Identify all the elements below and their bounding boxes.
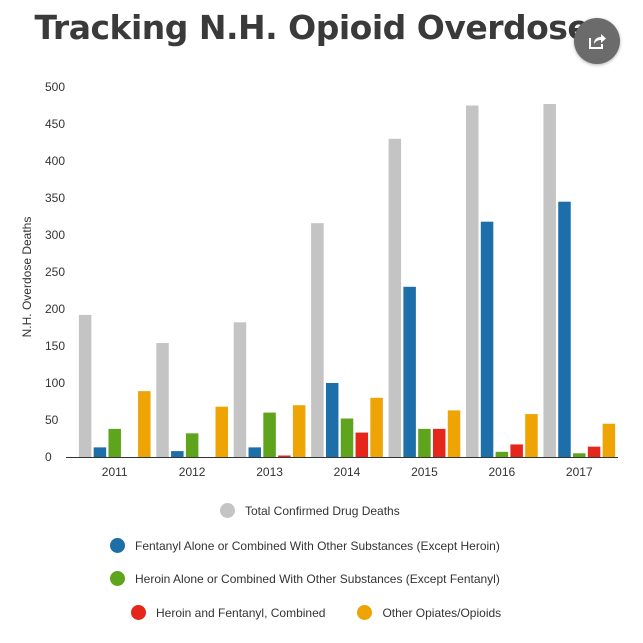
- bar: [233, 322, 247, 457]
- x-tick-label: 2014: [334, 465, 361, 479]
- bar: [602, 423, 616, 457]
- bar: [108, 428, 121, 457]
- legend-item-heroin-fentanyl[interactable]: Heroin and Fentanyl, Combined: [131, 605, 325, 620]
- legend-swatch-heroin-fentanyl: [131, 605, 146, 620]
- legend-label-total: Total Confirmed Drug Deaths: [245, 503, 400, 518]
- bar: [340, 418, 354, 457]
- x-tick-label: 2017: [566, 465, 593, 479]
- legend-swatch-heroin: [110, 571, 125, 586]
- legend-item-other-opiates[interactable]: Other Opiates/Opioids: [357, 605, 501, 620]
- bar: [403, 286, 416, 457]
- legend-swatch-total: [220, 503, 235, 518]
- bar: [215, 406, 228, 457]
- bar: [325, 383, 339, 457]
- legend-label-heroin-fentanyl: Heroin and Fentanyl, Combined: [156, 605, 326, 620]
- bar: [263, 412, 276, 457]
- y-tick-label: 400: [45, 154, 65, 168]
- x-tick-label: 2013: [256, 465, 283, 479]
- y-tick-label: 350: [45, 191, 65, 205]
- legend-item-fentanyl[interactable]: Fentanyl Alone or Combined With Other Su…: [110, 538, 500, 553]
- legend-item-total[interactable]: Total Confirmed Drug Deaths: [220, 503, 400, 518]
- bar: [466, 105, 479, 457]
- legend-item-heroin[interactable]: Heroin Alone or Combined With Other Subs…: [110, 571, 500, 586]
- y-tick-label: 450: [45, 117, 65, 131]
- share-icon: [589, 34, 606, 49]
- bar: [447, 410, 461, 457]
- bar: [355, 432, 369, 457]
- y-tick-label: 500: [45, 80, 65, 94]
- bar: [185, 433, 199, 457]
- bar: [587, 446, 601, 457]
- bar: [558, 201, 571, 457]
- bar: [543, 104, 556, 458]
- legend-label-other-opiates: Other Opiates/Opioids: [382, 605, 502, 620]
- y-tick-label: 100: [45, 376, 65, 390]
- bar: [278, 455, 291, 457]
- bar: [432, 428, 446, 457]
- y-tick-label: 250: [45, 265, 65, 279]
- share-button[interactable]: [574, 18, 620, 64]
- bar: [525, 414, 538, 457]
- legend-label-heroin: Heroin Alone or Combined With Other Subs…: [135, 571, 500, 586]
- x-tick-label: 2016: [489, 465, 516, 479]
- y-tick-label: 300: [45, 228, 65, 242]
- bar: [156, 343, 169, 457]
- legend-swatch-fentanyl: [110, 538, 125, 553]
- x-tick-label: 2015: [411, 465, 438, 479]
- x-tick-label: 2012: [179, 465, 206, 479]
- bar: [510, 444, 523, 457]
- bar: [248, 447, 262, 457]
- bar-chart: 0 50 100 150 200 250 300 350 400 450 500 N.H. Overd…: [20, 80, 618, 479]
- chart-title: Tracking N.H. Opioid Overdoses: [34, 8, 609, 47]
- bar: [573, 453, 586, 457]
- y-tick-label: 50: [45, 413, 59, 427]
- y-tick-label: 150: [45, 339, 65, 353]
- bar: [292, 405, 306, 457]
- legend-swatch-other-opiates: [357, 605, 373, 620]
- bar: [495, 451, 509, 457]
- y-tick-label: 0: [45, 450, 52, 464]
- bar: [311, 223, 324, 457]
- bar: [388, 138, 402, 458]
- bar: [171, 451, 184, 457]
- bar: [370, 397, 383, 457]
- bar: [78, 314, 92, 457]
- bar: [418, 428, 431, 457]
- y-tick-label: 200: [45, 302, 65, 316]
- y-axis-title: N.H. Overdose Deaths: [20, 217, 34, 338]
- legend-label-fentanyl: Fentanyl Alone or Combined With Other Su…: [135, 538, 500, 553]
- bar: [480, 221, 494, 457]
- bar: [93, 447, 107, 457]
- x-tick-label: 2011: [102, 465, 128, 479]
- bar: [138, 391, 151, 457]
